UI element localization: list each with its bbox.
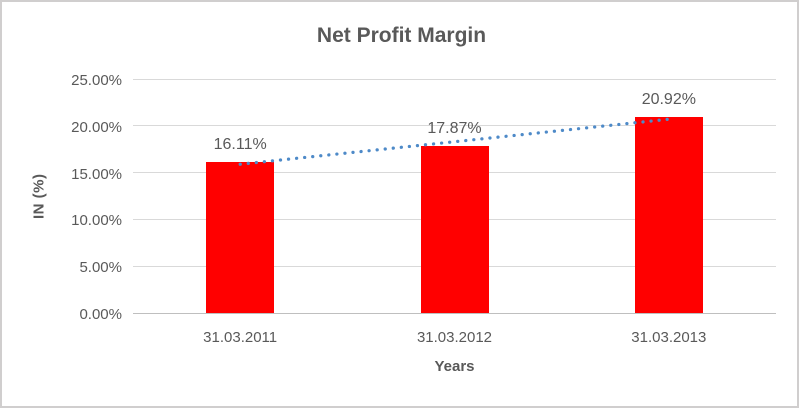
y-tick-label: 15.00% — [71, 165, 122, 183]
y-tick-label: 25.00% — [71, 72, 122, 89]
bar-31.03.2012 — [420, 145, 489, 313]
x-axis-line — [133, 312, 776, 314]
plot-area: 16.11% 17.87% 20.92% — [133, 78, 776, 314]
chart-title: Net Profit Margin — [316, 24, 487, 47]
gridline — [133, 78, 776, 80]
x-axis-title: Years — [434, 358, 475, 375]
y-tick-label: 10.00% — [71, 212, 122, 230]
bar-31.03.2011 — [206, 162, 275, 313]
x-tick-label: 31.03.2013 — [631, 329, 707, 346]
y-axis-title: IN (%) — [30, 173, 48, 219]
bar-31.03.2013 — [634, 117, 703, 313]
x-tick-label: 31.03.2012 — [416, 329, 493, 346]
x-tick-label: 31.03.2011 — [203, 329, 278, 346]
y-tick-label: 20.00% — [71, 118, 122, 136]
data-label: 20.92% — [641, 91, 696, 109]
data-label: 16.11% — [213, 136, 267, 154]
trendline-path — [238, 117, 671, 166]
y-tick-label: 0.00% — [79, 306, 122, 323]
y-tick-label: 5.00% — [79, 259, 122, 277]
data-label: 17.87% — [427, 119, 482, 137]
trendline — [238, 117, 671, 166]
gridline — [133, 125, 776, 127]
